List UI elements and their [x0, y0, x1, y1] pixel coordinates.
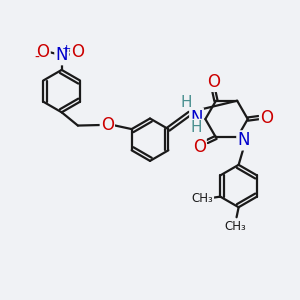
Text: H: H	[180, 94, 192, 110]
Text: CH₃: CH₃	[192, 192, 214, 205]
Text: O: O	[260, 109, 273, 127]
Text: O: O	[37, 43, 50, 61]
Text: O: O	[207, 73, 220, 91]
Text: N: N	[56, 46, 68, 64]
Text: N: N	[190, 109, 203, 127]
Text: N: N	[237, 131, 250, 149]
Text: O: O	[71, 43, 84, 61]
Text: +: +	[62, 44, 71, 54]
Text: H: H	[191, 120, 202, 135]
Text: O: O	[101, 116, 114, 134]
Text: -: -	[34, 50, 39, 64]
Text: CH₃: CH₃	[224, 220, 246, 233]
Text: O: O	[193, 138, 206, 156]
